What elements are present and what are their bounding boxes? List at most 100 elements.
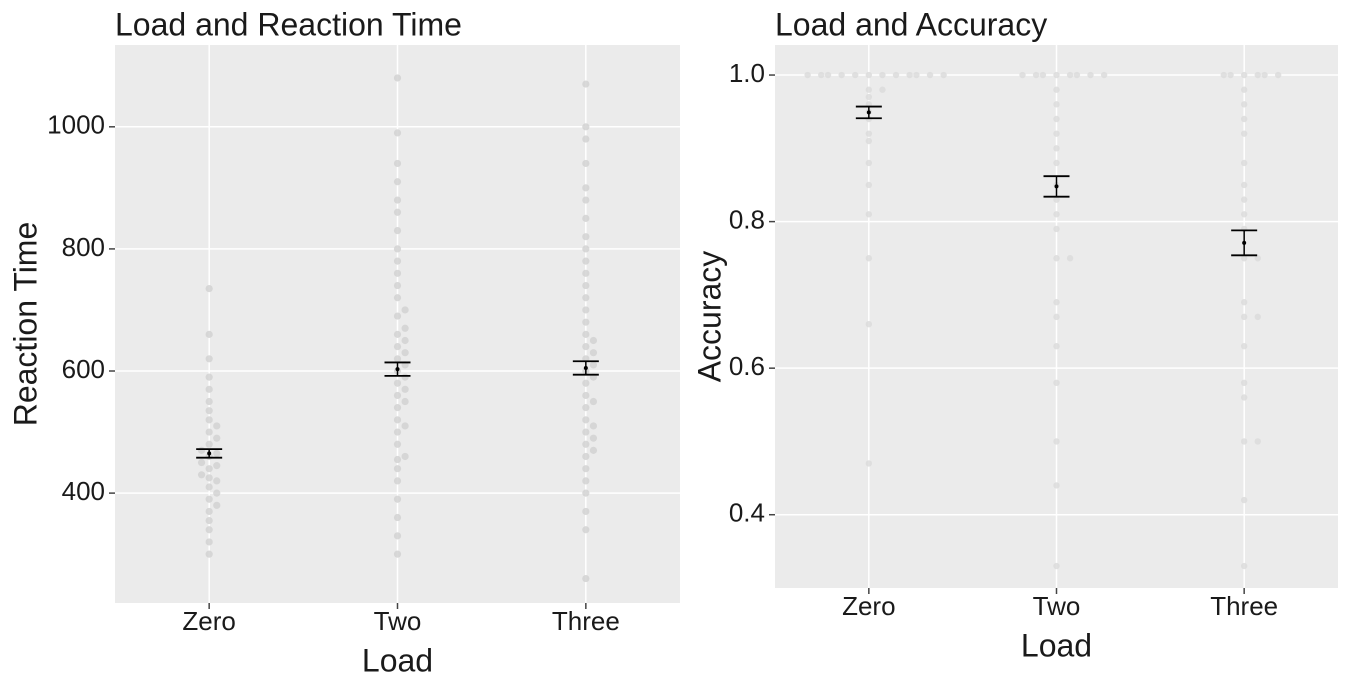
data-point (582, 440, 590, 448)
data-point (865, 159, 873, 167)
data-point (205, 407, 213, 415)
data-point (824, 71, 832, 79)
data-point (865, 255, 873, 262)
data-point (582, 452, 590, 461)
data-point (213, 462, 221, 470)
data-point (1254, 255, 1261, 262)
y-axis-label: Reaction Time (7, 222, 43, 427)
data-point (1053, 379, 1060, 387)
data-point (393, 355, 402, 363)
data-point (393, 74, 402, 82)
data-point (393, 477, 402, 485)
data-point (589, 397, 598, 406)
data-point (1240, 86, 1248, 93)
data-point (213, 434, 221, 442)
x-tick-label: Two (374, 606, 422, 636)
data-point (582, 80, 590, 88)
data-point (852, 71, 859, 79)
data-point (582, 404, 590, 412)
data-point (393, 196, 402, 204)
data-point (865, 71, 873, 79)
mean-point (207, 451, 212, 456)
data-point (940, 71, 947, 79)
data-point (1240, 299, 1248, 306)
data-point (1240, 181, 1248, 189)
data-point (582, 135, 590, 143)
data-point (1053, 86, 1060, 93)
data-point (393, 404, 402, 412)
data-point (589, 434, 598, 442)
data-point (1053, 211, 1060, 218)
data-point (401, 306, 409, 314)
data-point (205, 416, 213, 424)
data-point (1240, 255, 1248, 262)
data-point (865, 320, 873, 328)
data-point (582, 391, 590, 400)
data-point (1240, 196, 1248, 203)
data-point (589, 349, 598, 357)
data-point (1240, 496, 1248, 504)
data-point (879, 86, 886, 93)
data-point (582, 428, 590, 436)
data-point (205, 385, 213, 393)
data-point (393, 465, 402, 473)
data-point (1053, 196, 1060, 203)
data-point (1053, 130, 1060, 137)
y-tick-label: 0.8 (729, 204, 765, 234)
data-point (393, 330, 402, 338)
data-point (1240, 438, 1248, 445)
data-point (205, 516, 213, 525)
data-point (838, 71, 845, 79)
data-point (589, 336, 598, 345)
data-point (589, 446, 598, 454)
y-tick-label: 1000 (47, 110, 105, 140)
data-point (1240, 379, 1248, 387)
data-point (582, 526, 590, 534)
y-tick-label: 800 (62, 232, 105, 262)
data-point (1240, 101, 1248, 108)
data-point (1053, 299, 1060, 306)
data-point (401, 373, 409, 381)
data-point (205, 284, 213, 293)
x-tick-label: Two (1033, 591, 1081, 621)
data-point (393, 159, 402, 168)
data-point (906, 71, 913, 79)
data-point (865, 211, 873, 218)
data-point (197, 458, 206, 467)
data-point (205, 355, 213, 363)
data-point (582, 233, 590, 241)
data-point (393, 245, 402, 253)
data-point (1100, 71, 1108, 79)
data-point (393, 312, 402, 320)
x-tick-label: Zero (842, 591, 895, 621)
data-point (401, 336, 409, 345)
data-point (1240, 211, 1248, 218)
data-point (401, 397, 409, 406)
data-point (393, 208, 402, 216)
x-tick-label: Zero (182, 606, 235, 636)
y-tick-label: 1.0 (729, 58, 765, 88)
data-point (205, 474, 213, 482)
x-tick-label: Three (1210, 591, 1278, 621)
data-point (393, 455, 402, 464)
data-point (1073, 71, 1081, 79)
data-point (1261, 71, 1268, 79)
data-point (205, 507, 213, 516)
data-point (205, 440, 213, 448)
data-point (401, 385, 409, 393)
data-point (393, 550, 402, 558)
data-point (582, 196, 590, 204)
data-point (1220, 71, 1227, 79)
data-point (213, 477, 221, 485)
data-point (1066, 71, 1074, 79)
data-point (582, 123, 590, 131)
data-point (393, 513, 402, 522)
data-point (205, 526, 213, 534)
data-point (582, 379, 590, 387)
data-point (1019, 71, 1026, 79)
data-point (213, 501, 221, 509)
data-point (1240, 394, 1248, 401)
chart-title: Load and Reaction Time (115, 6, 462, 42)
data-point (393, 416, 402, 424)
data-point (582, 294, 590, 302)
